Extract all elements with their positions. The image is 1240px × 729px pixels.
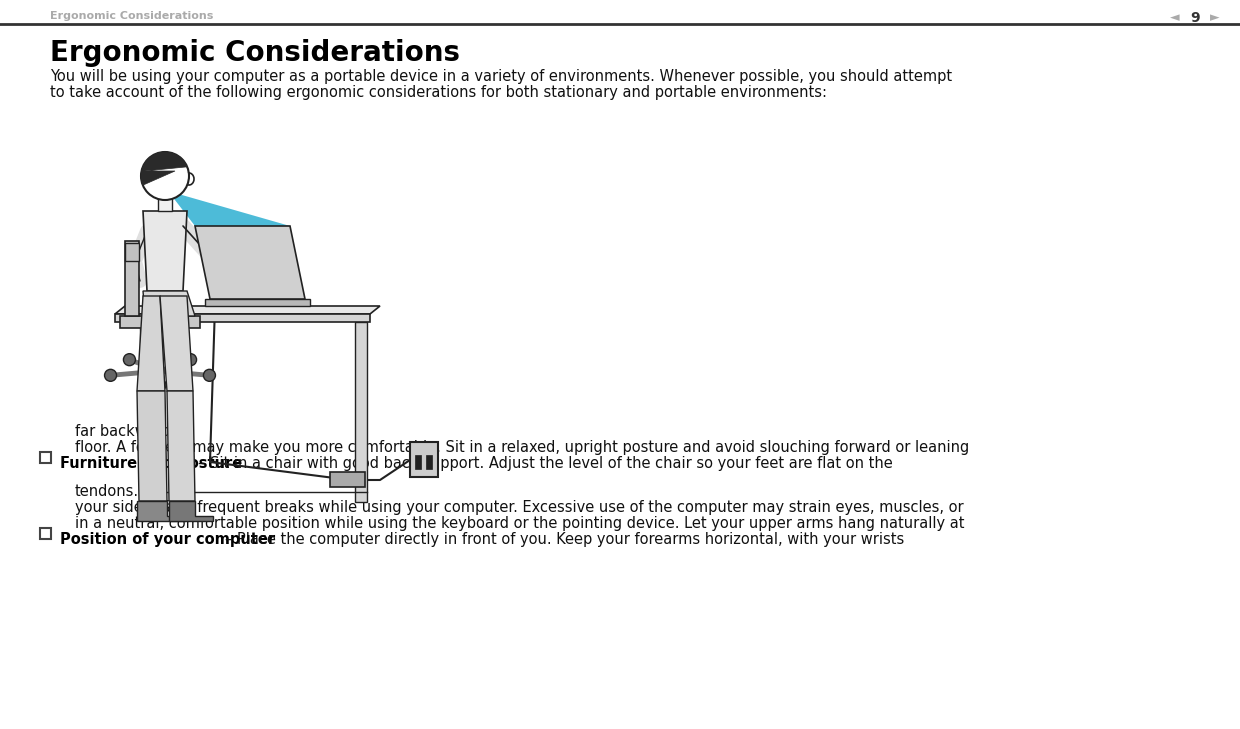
Text: your sides. Take frequent breaks while using your computer. Excessive use of the: your sides. Take frequent breaks while u… — [74, 500, 963, 515]
Polygon shape — [160, 296, 193, 391]
Polygon shape — [141, 152, 187, 185]
Bar — [410, 442, 438, 477]
Bar — [355, 322, 367, 502]
Bar — [40, 452, 51, 463]
Polygon shape — [136, 501, 185, 521]
Text: floor. A footrest may make you more comfortable. Sit in a relaxed, upright postu: floor. A footrest may make you more comf… — [74, 440, 970, 455]
Polygon shape — [143, 211, 187, 291]
Polygon shape — [136, 296, 165, 391]
Text: – Sit in a chair with good back support. Adjust the level of the chair so your f: – Sit in a chair with good back support.… — [198, 456, 893, 471]
Text: far backwards.: far backwards. — [74, 424, 184, 439]
Polygon shape — [167, 391, 195, 501]
Text: – Place the computer directly in front of you. Keep your forearms horizontal, wi: – Place the computer directly in front o… — [224, 532, 904, 547]
Text: in a neutral, comfortable position while using the keyboard or the pointing devi: in a neutral, comfortable position while… — [74, 516, 965, 531]
Polygon shape — [167, 191, 290, 226]
Polygon shape — [169, 501, 213, 521]
Bar — [157, 193, 172, 211]
Polygon shape — [136, 391, 167, 501]
Text: Ergonomic Considerations: Ergonomic Considerations — [50, 11, 213, 21]
Polygon shape — [195, 226, 305, 299]
Bar — [415, 455, 422, 469]
Circle shape — [124, 354, 135, 366]
Polygon shape — [115, 306, 379, 314]
Circle shape — [203, 370, 216, 381]
Text: Position of your computer: Position of your computer — [60, 532, 275, 547]
Bar — [330, 472, 365, 487]
Circle shape — [154, 379, 166, 391]
Text: Furniture and posture: Furniture and posture — [60, 456, 242, 471]
Text: 9: 9 — [1190, 11, 1200, 25]
Circle shape — [104, 370, 117, 381]
Polygon shape — [143, 291, 195, 316]
Bar — [125, 241, 139, 316]
Bar — [125, 243, 139, 261]
Polygon shape — [115, 314, 370, 322]
Bar — [427, 455, 432, 469]
Bar — [40, 528, 51, 539]
Text: ◄: ◄ — [1171, 11, 1179, 24]
Circle shape — [185, 354, 197, 366]
Text: Ergonomic Considerations: Ergonomic Considerations — [50, 39, 460, 67]
Text: ►: ► — [1210, 11, 1220, 24]
Text: You will be using your computer as a portable device in a variety of environment: You will be using your computer as a por… — [50, 69, 952, 84]
Text: tendons.: tendons. — [74, 484, 139, 499]
Circle shape — [141, 152, 188, 200]
Bar — [140, 322, 153, 502]
Bar — [205, 299, 310, 306]
Text: to take account of the following ergonomic considerations for both stationary an: to take account of the following ergonom… — [50, 85, 827, 100]
Bar — [120, 316, 200, 328]
